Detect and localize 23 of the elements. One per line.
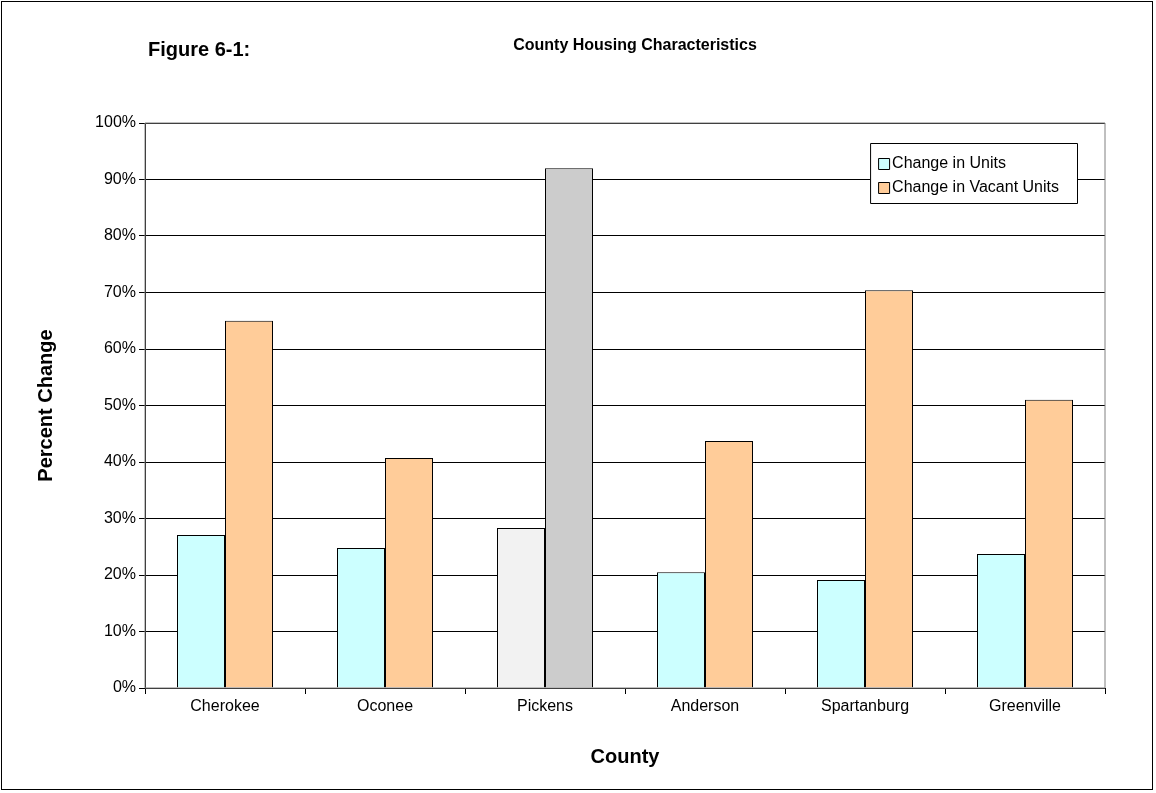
y-tick-label: 0% <box>112 678 136 696</box>
y-tick-label: 70% <box>103 282 136 300</box>
y-tick-label: 80% <box>103 226 136 244</box>
y-tick-label: 100% <box>95 113 136 131</box>
y-tick-label: 20% <box>103 565 136 583</box>
y-tick-label: 60% <box>103 339 136 357</box>
x-tick-label: Pickens <box>516 697 574 715</box>
x-tick-label: Cherokee <box>190 697 260 715</box>
y-axis-title: Percent Change <box>33 329 56 482</box>
x-tick-label: Anderson <box>670 697 740 715</box>
y-tick-label: 50% <box>103 395 136 413</box>
chart-title: County Housing Characteristics <box>512 36 758 54</box>
caption: Figure 6-1: <box>148 38 251 61</box>
x-tick-label: Spartanburg <box>820 697 910 715</box>
y-tick-label: 30% <box>103 508 136 526</box>
y-tick-label: 10% <box>103 621 136 639</box>
legend-label: Change in Units <box>892 154 1006 172</box>
y-tick-label: 40% <box>103 452 136 470</box>
y-tick-label: 90% <box>103 169 136 187</box>
x-tick-label: Greenville <box>988 697 1062 715</box>
x-tick-label: Oconee <box>356 697 414 715</box>
x-axis-title: County <box>590 744 661 767</box>
legend-label: Change in Vacant Units <box>892 178 1060 196</box>
